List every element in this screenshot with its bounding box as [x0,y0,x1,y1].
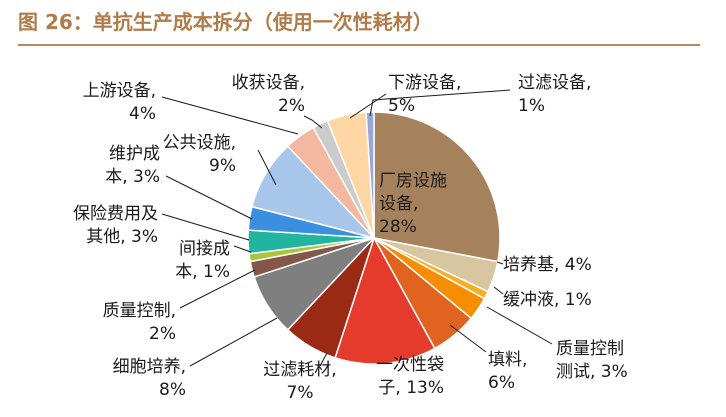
leader-line-12 [165,175,253,220]
leader-line-17 [369,89,511,117]
slice-labels: 厂房设施设备, 28% 培养基, 4% 缓冲液, 1% 质量控制测试, 3% 填料, 6% 一… [73,73,628,403]
leader-line-7 [319,352,328,367]
slice-label-7: 过滤耗材, 7% [263,360,336,403]
pie-slice-1 [373,111,501,263]
slice-label-16: 下游设备, 5% [388,73,461,116]
pie-slice-17 [365,111,375,239]
slice-label-3: 缓冲液, 1% [503,290,592,310]
slice-label-12: 维护成本, 3% [105,144,160,187]
leader-line-4 [486,306,553,345]
leader-line-5 [449,324,487,353]
leader-line-2 [496,261,504,265]
slice-label-4: 质量控制测试, 3% [556,339,628,382]
leader-line-13 [257,149,277,186]
slice-label-1: 厂房设施设备, 28% [379,171,447,237]
slice-label-10: 间接成本, 1% [175,239,230,282]
slice-label-15: 收获设备, 2% [232,73,305,116]
leader-lines [161,89,553,367]
slice-label-8: 细胞培养, 8% [113,357,186,400]
leader-line-15 [303,115,323,129]
leader-line-8 [189,317,278,367]
slice-label-5: 填料, 6% [488,350,527,393]
pie-slice-6 [334,236,436,365]
leader-line-14 [161,96,299,135]
slice-label-6: 一次性袋子, 13% [376,355,444,398]
leader-line-9 [179,269,256,309]
leader-line-10 [233,245,252,253]
leader-line-3 [493,286,504,295]
page-title: 图 26：单抗生产成本拆分（使用一次性耗材） [18,10,433,34]
pie-slices [247,111,501,365]
slice-label-17: 过滤设备, 1% [518,73,591,116]
slice-label-11: 保险费用及其他, 3% [73,204,158,247]
leader-line-11 [161,213,250,241]
slice-label-2: 培养基, 4% [503,255,592,275]
leader-line-16 [349,93,387,119]
slice-label-14: 上游设备, 4% [83,81,156,124]
title-divider [18,44,700,46]
slice-label-13: 公共设施, 9% [163,133,236,176]
slice-label-9: 质量控制, 2% [103,301,176,344]
